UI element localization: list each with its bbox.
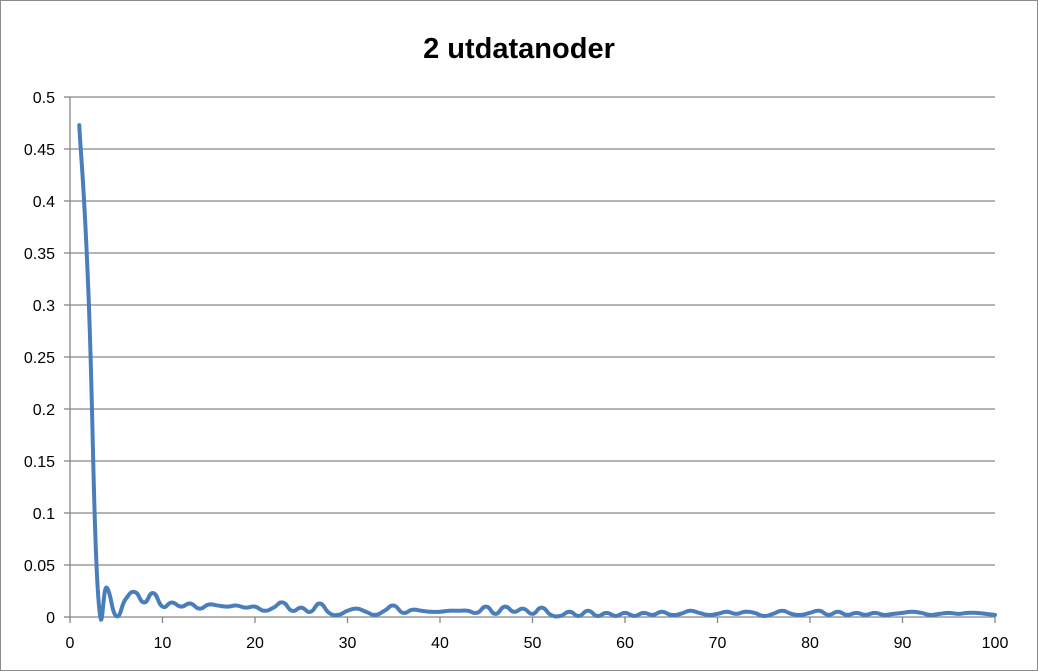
x-tick-label: 40 xyxy=(431,635,449,652)
gridlines xyxy=(70,96,995,566)
x-tick-label: 50 xyxy=(524,635,542,652)
y-tick-label: 0.15 xyxy=(24,454,55,471)
x-tick-label: 0 xyxy=(66,635,75,652)
y-tick-label: 0.45 xyxy=(24,142,55,159)
x-tick-label: 70 xyxy=(709,635,727,652)
x-tick-label: 60 xyxy=(616,635,634,652)
series-line xyxy=(77,123,997,622)
y-tick-label: 0.25 xyxy=(24,350,55,367)
x-tick-label: 30 xyxy=(339,635,357,652)
y-tick-label: 0.35 xyxy=(24,246,55,263)
y-axis-ticks: 0 0.05 0.1 0.15 0.2 0.25 0.3 0.35 0.4 0.45 0.5 xyxy=(24,90,70,627)
y-tick-label: 0.4 xyxy=(33,194,55,211)
y-tick-label: 0.05 xyxy=(24,558,55,575)
y-tick-label: 0 xyxy=(46,610,55,627)
chart-title: 2 utdatanoder xyxy=(423,33,615,65)
y-tick-label: 0.1 xyxy=(33,506,55,523)
y-tick-label: 0.3 xyxy=(33,298,55,315)
series-layer xyxy=(77,123,997,622)
x-tick-label: 80 xyxy=(801,635,819,652)
y-tick-label: 0.5 xyxy=(33,90,55,107)
y-tick-label: 0.2 xyxy=(33,402,55,419)
x-tick-label: 100 xyxy=(982,635,1009,652)
x-tick-label: 10 xyxy=(154,635,172,652)
x-tick-label: 90 xyxy=(894,635,912,652)
x-axis-ticks: 0 10 20 30 40 50 60 70 80 90 100 xyxy=(66,617,1009,652)
x-tick-label: 20 xyxy=(246,635,264,652)
